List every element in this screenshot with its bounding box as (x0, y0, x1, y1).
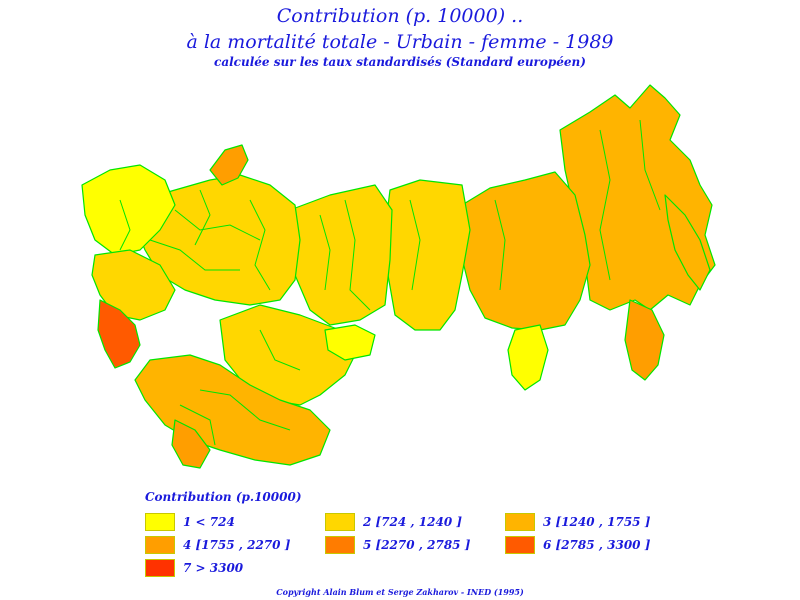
region-kola (209, 144, 249, 186)
region-boundary (494, 199, 506, 291)
region-central-asia (134, 354, 331, 466)
legend-label: 3 [1240 , 1755 ] (543, 515, 651, 529)
region-boundary (194, 189, 211, 246)
legend-label: 2 [724 , 1240 ] (363, 515, 463, 529)
region-boundary (319, 214, 331, 291)
region-kamchatka (664, 194, 711, 291)
region-baltic-north-west (81, 164, 176, 256)
region-boundary (174, 209, 261, 241)
legend-label: 6 [2785 , 3300 ] (543, 538, 651, 552)
map-title: Contribution (p. 10000) .. (276, 5, 524, 27)
legend-label: 5 [2270 , 2785 ] (363, 538, 471, 552)
legend-swatch (145, 559, 175, 577)
legend-label: 7 > 3300 (183, 561, 244, 575)
legend-swatch (145, 513, 175, 531)
region-boundary (409, 199, 421, 291)
region-boundary (149, 239, 240, 271)
map-title-line2: à la mortalité totale - Urbain - femme -… (186, 31, 614, 53)
legend-title: Contribution (p.10000) (145, 490, 302, 504)
legend-swatch (505, 513, 535, 531)
map-subtitle: calculée sur les taux standardisés (Stan… (214, 55, 586, 69)
region-boundary (344, 199, 371, 311)
region-boundary (179, 404, 216, 446)
region-boundary (199, 389, 291, 431)
legend-label: 1 < 724 (183, 515, 235, 529)
region-primorye (624, 299, 665, 381)
region-boundary (599, 129, 611, 281)
region-boundary (249, 199, 271, 291)
region-boundary (639, 119, 661, 211)
region-yakutia-south (507, 324, 549, 391)
region-turkmen-tajik (171, 419, 211, 469)
region-far-east (559, 84, 716, 311)
region-siberia-central (459, 171, 591, 331)
region-boundary (119, 199, 131, 251)
region-caucasus (97, 299, 141, 369)
legend-swatch (145, 536, 175, 554)
region-ukraine-belarus (91, 249, 176, 321)
legend-swatch (505, 536, 535, 554)
legend-swatch (325, 513, 355, 531)
region-ural (289, 184, 393, 326)
region-kazakh-north (324, 324, 376, 361)
region-boundary (259, 329, 301, 371)
copyright: Copyright Alain Blum et Serge Zakharov -… (276, 587, 524, 597)
legend-label: 4 [1755 , 2270 ] (183, 538, 291, 552)
region-siberia-west (384, 179, 471, 331)
legend-swatch (325, 536, 355, 554)
